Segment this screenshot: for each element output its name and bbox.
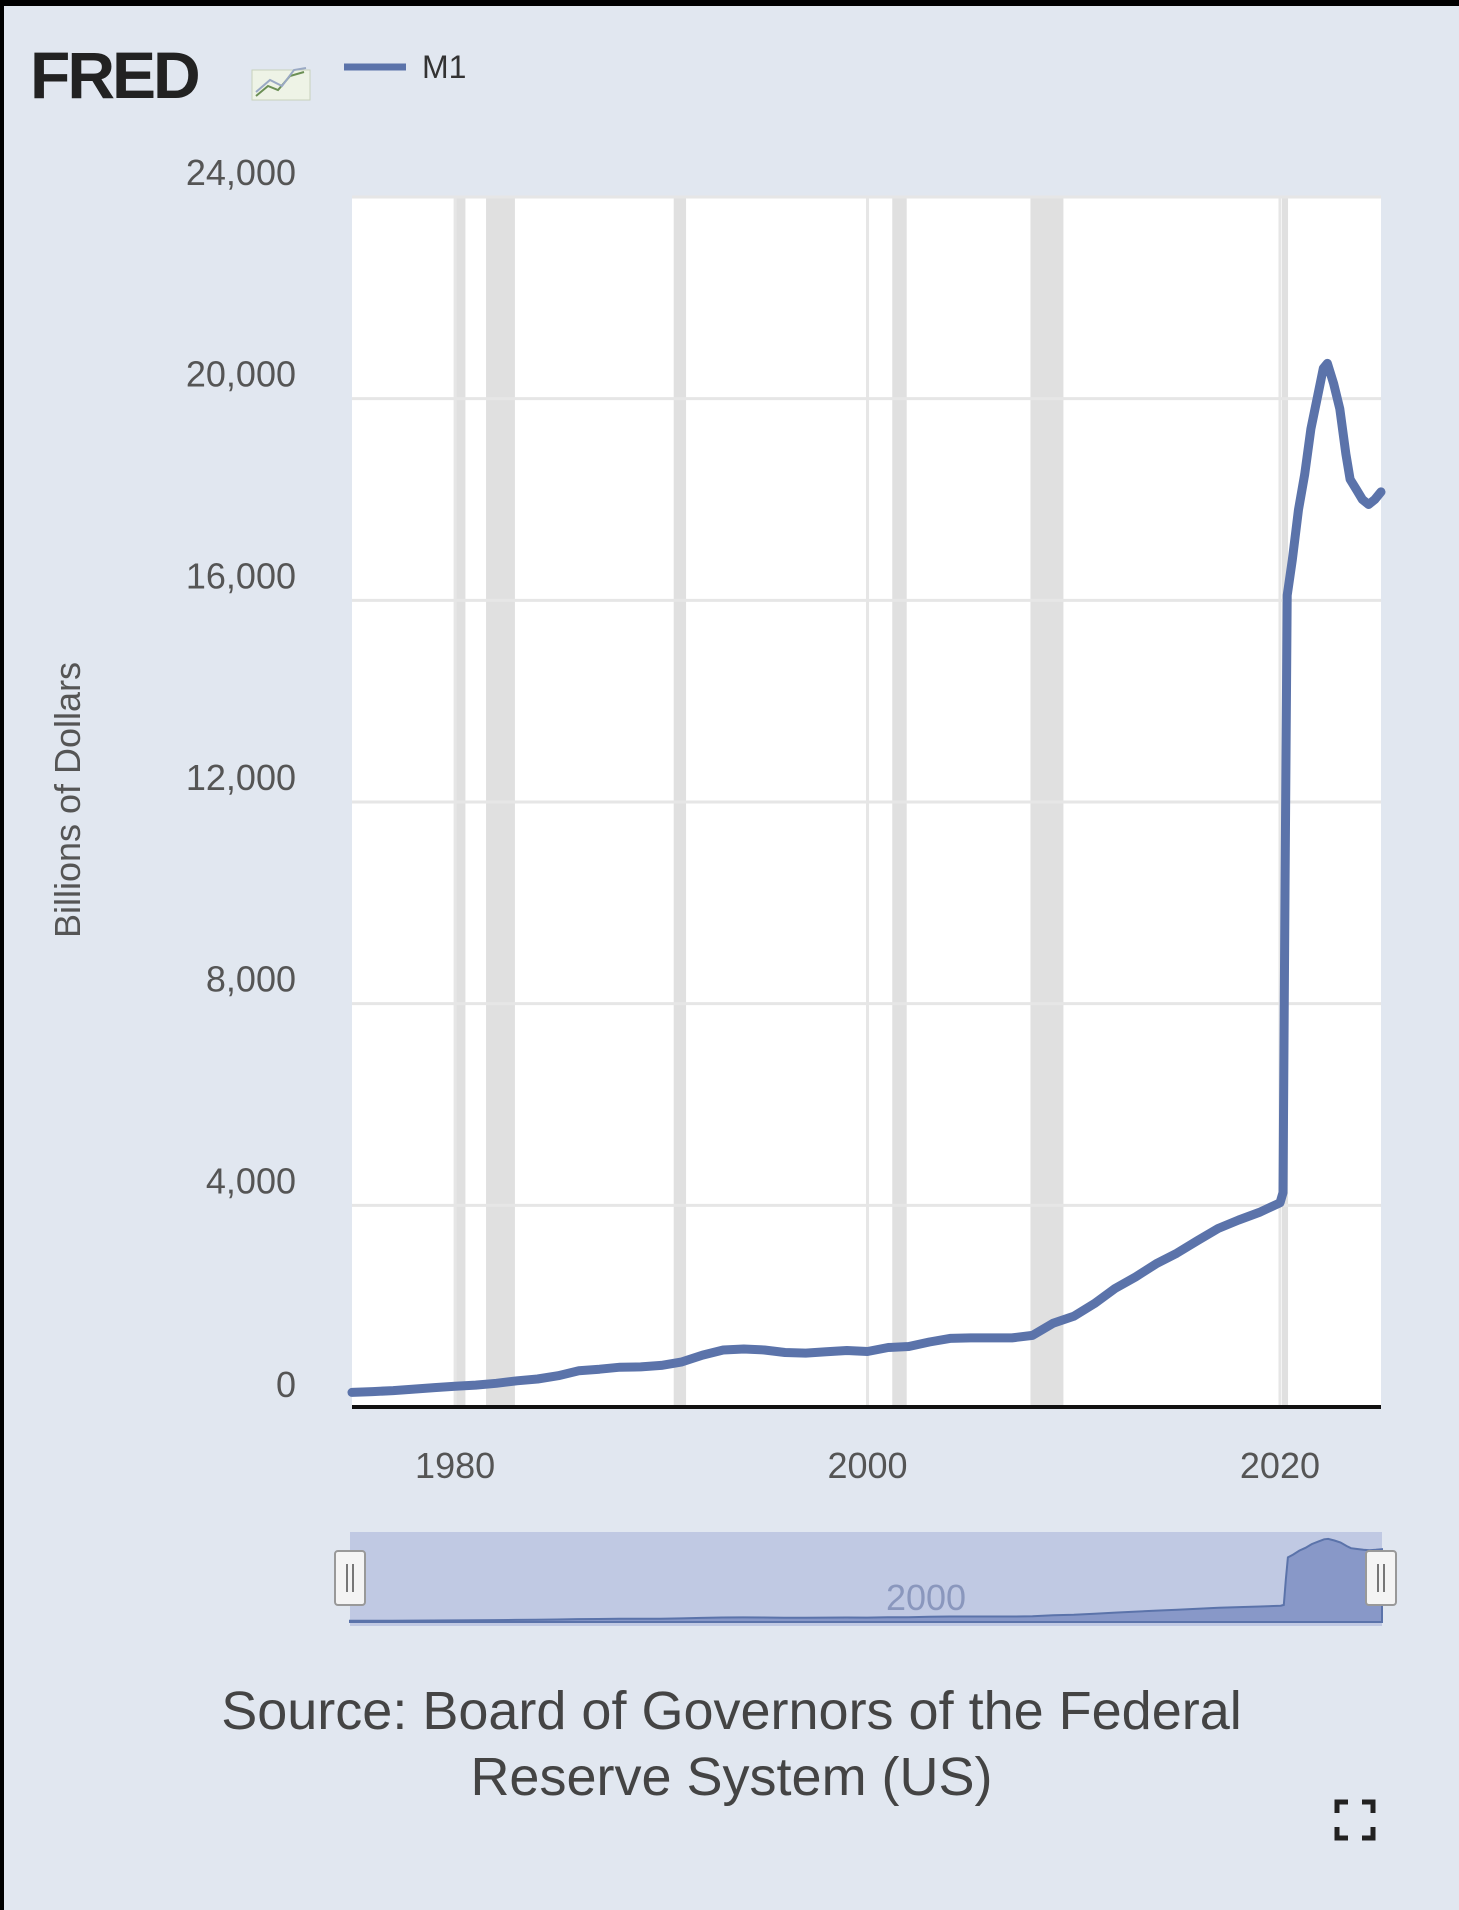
range-navigator[interactable]: 2000 [334,1532,1397,1626]
y-tick-label: 20,000 [186,354,296,395]
navigator-right-handle[interactable] [1365,1550,1397,1606]
y-axis-title: Billions of Dollars [47,662,88,938]
x-axis-ticks: 1980 2000 2020 [415,1445,1320,1486]
y-tick-label: 8,000 [206,959,296,1000]
fred-logo-text: FRED [30,38,198,112]
x-tick-label: 2020 [1240,1445,1320,1486]
navigator-left-handle[interactable] [334,1550,366,1606]
legend-label-m1: M1 [422,49,466,85]
y-tick-label: 16,000 [186,555,296,596]
source-line-2: Reserve System (US) [470,1747,993,1807]
navigator-series-area [349,1537,1383,1623]
fred-chart: FRED M1 Billions of Dollars 0 4,000 8,000 1… [30,38,1397,1626]
legend[interactable]: M1 [344,49,466,85]
chart-panel: FRED M1 Billions of Dollars 0 4,000 8,000 1… [4,6,1459,1910]
y-tick-label: 24,000 [186,152,296,193]
fred-logo: FRED [30,38,311,112]
navigator-label: 2000 [886,1577,966,1618]
y-tick-label: 0 [276,1364,296,1405]
y-axis-ticks: 0 4,000 8,000 12,000 16,000 20,000 24,000 [186,152,296,1405]
fullscreen-expand-icon[interactable] [1334,1799,1376,1841]
grid-lines [352,195,1381,1407]
y-tick-label: 12,000 [186,757,296,798]
line-chart-icon [251,67,311,101]
y-tick-label: 4,000 [206,1160,296,1201]
x-tick-label: 1980 [415,1445,495,1486]
x-tick-label: 2000 [827,1445,907,1486]
source-line-1: Source: Board of Governors of the Federa… [221,1681,1242,1741]
series-line-m1[interactable] [347,358,1386,1397]
